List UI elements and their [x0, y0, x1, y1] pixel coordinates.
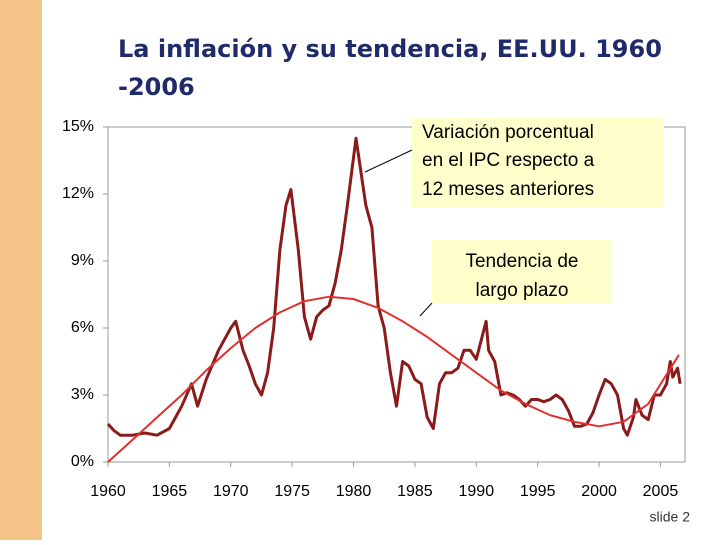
leader-line [419, 302, 433, 317]
x-tick-label: 1970 [213, 483, 249, 500]
annotation-text: 12 meses anteriores [422, 179, 594, 200]
y-tick-label: 0% [71, 453, 94, 470]
annotation-box [432, 240, 612, 303]
annotation-text: Tendencia de [465, 251, 578, 272]
y-tick-label: 9% [71, 252, 94, 269]
annotation-box [412, 118, 664, 208]
x-tick-label: 1965 [152, 483, 188, 500]
x-tick-label: 2000 [581, 483, 617, 500]
series-line [107, 295, 680, 463]
slide-number: slide 2 [650, 509, 691, 525]
x-tick-label: 1990 [459, 483, 495, 500]
annotation-text: Variación porcentual [422, 122, 594, 143]
x-tick-label: 2005 [643, 483, 679, 500]
y-tick-label: 15% [62, 118, 94, 135]
y-tick-label: 3% [71, 386, 94, 403]
x-tick-label: 1995 [520, 483, 556, 500]
side-bar [0, 0, 42, 540]
title-line: -2006 [118, 73, 195, 101]
plot-frame [107, 126, 686, 463]
y-tick-label: 6% [71, 319, 94, 336]
x-tick-label: 1975 [274, 483, 310, 500]
leader-line [364, 149, 413, 173]
x-tick-label: 1960 [90, 483, 126, 500]
y-tick-label: 12% [62, 185, 94, 202]
title-line: La inflación y su tendencia, EE.UU. 1960 [118, 35, 662, 63]
annotation-text: largo plazo [476, 280, 569, 301]
plot: 0% 3% 6% 9% 12% 15% 1960 1965 1970 1975 1980 1985 19… [62, 118, 682, 500]
x-tick-label: 1985 [397, 483, 433, 500]
x-tick-label: 1980 [336, 483, 372, 500]
annotation-text: en el IPC respecto a [422, 150, 595, 171]
series-line [106, 136, 682, 437]
